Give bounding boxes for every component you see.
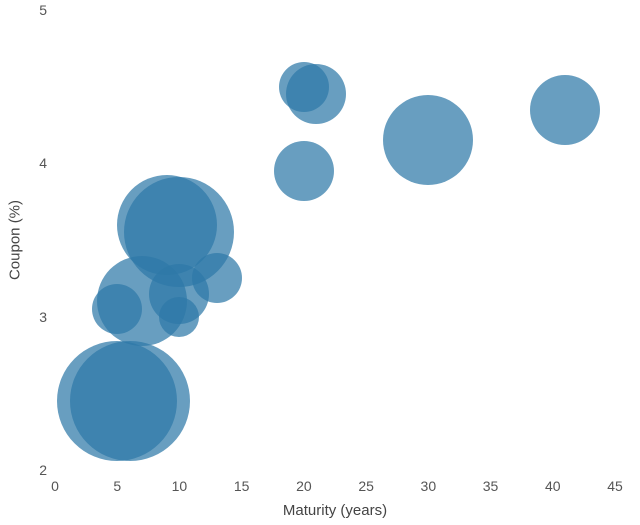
x-tick-label: 25 [358, 478, 374, 494]
x-tick-label: 20 [296, 478, 312, 494]
bubble [530, 75, 600, 145]
bubble-chart: 051015202530354045 2345 Maturity (years)… [0, 0, 640, 525]
bubble [383, 95, 473, 185]
bubble [70, 341, 190, 461]
x-tick-label: 5 [113, 478, 121, 494]
x-tick-label: 40 [545, 478, 561, 494]
y-tick-label: 4 [27, 155, 47, 171]
y-tick-label: 5 [27, 2, 47, 18]
plot-area [55, 10, 615, 470]
x-tick-label: 35 [483, 478, 499, 494]
x-axis-label: Maturity (years) [283, 502, 387, 519]
bubble [274, 141, 334, 201]
bubble [124, 177, 234, 287]
x-tick-label: 10 [172, 478, 188, 494]
x-tick-label: 15 [234, 478, 250, 494]
x-tick-label: 30 [421, 478, 437, 494]
x-tick-label: 45 [607, 478, 623, 494]
x-tick-label: 0 [51, 478, 59, 494]
y-tick-label: 2 [27, 462, 47, 478]
bubble [279, 62, 329, 112]
y-tick-label: 3 [27, 309, 47, 325]
y-axis-label: Coupon (%) [7, 200, 24, 280]
